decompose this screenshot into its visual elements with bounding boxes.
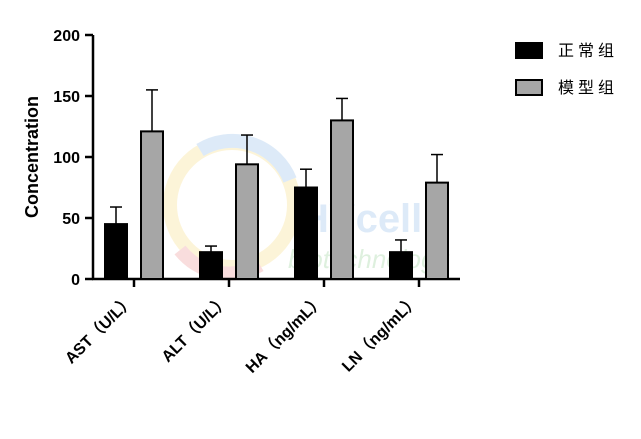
- watermark-ring-blue: [196, 133, 297, 183]
- legend-swatch: [515, 42, 543, 59]
- bar-model: [140, 130, 164, 280]
- y-tick-label: 200: [53, 28, 80, 45]
- x-category-label: ALT（U/L）: [158, 291, 233, 366]
- y-tick-label: 0: [71, 272, 80, 289]
- bar-normal: [199, 251, 223, 281]
- bar-normal: [104, 223, 128, 281]
- y-tick-label: 50: [62, 211, 80, 228]
- bar-model: [235, 163, 259, 281]
- x-category-label: HA（ng/mL）: [242, 291, 328, 377]
- bar-normal: [294, 186, 318, 280]
- y-tick-label: 150: [53, 89, 80, 106]
- y-tick-label: 100: [53, 150, 80, 167]
- bar-model: [330, 119, 354, 281]
- bar-model: [425, 181, 449, 280]
- y-axis-title: Concentration: [22, 96, 42, 218]
- x-category-label: LN（ng/mL）: [338, 291, 422, 375]
- bar-normal: [389, 251, 413, 281]
- legend-swatch: [515, 79, 543, 96]
- legend-label: 正常组: [558, 42, 618, 60]
- x-category-label: AST（U/L）: [62, 291, 138, 367]
- legend-label: 模型组: [558, 79, 618, 97]
- watermark-brand: HYcell: [300, 197, 422, 241]
